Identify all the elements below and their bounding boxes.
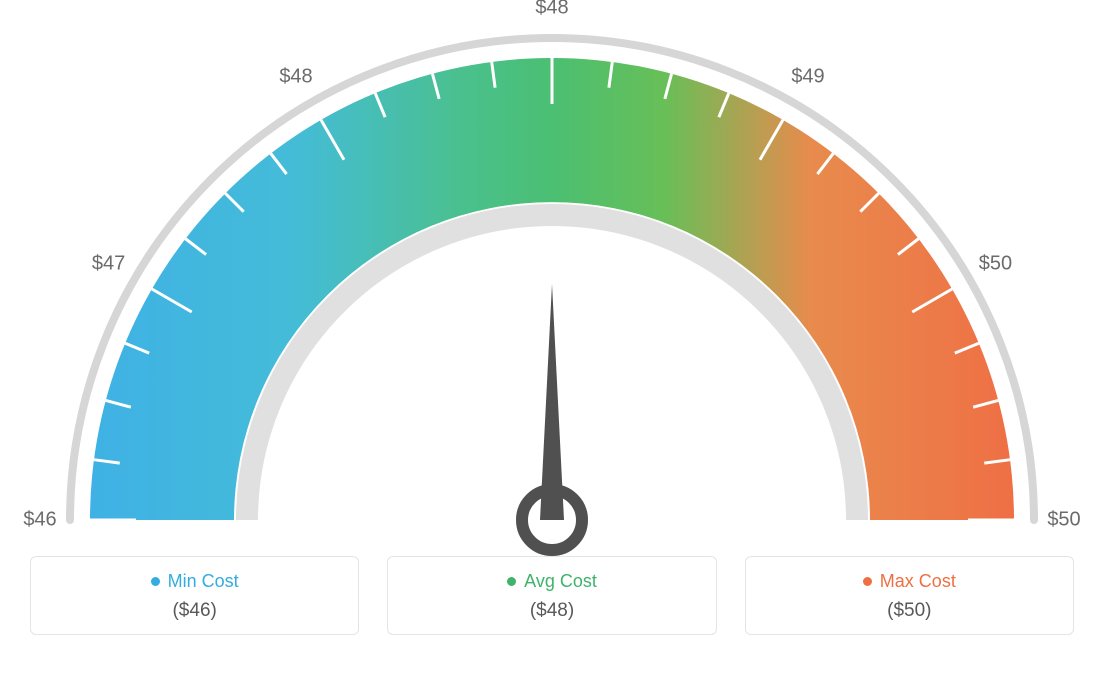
gauge-axis-label: $48 <box>279 65 312 88</box>
legend-dot-max <box>863 577 872 586</box>
legend-value-avg: ($48) <box>398 600 705 622</box>
legend-value-min: ($46) <box>41 600 348 622</box>
legend-title-avg: Avg Cost <box>507 571 597 592</box>
gauge-axis-label: $50 <box>1047 509 1080 532</box>
legend-card-min: Min Cost ($46) <box>30 556 359 635</box>
legend-label-min: Min Cost <box>168 571 239 592</box>
gauge-axis-label: $49 <box>791 65 824 88</box>
legend-dot-min <box>151 577 160 586</box>
legend-label-max: Max Cost <box>880 571 956 592</box>
gauge-axis-label: $50 <box>979 253 1012 276</box>
legend-title-max: Max Cost <box>863 571 956 592</box>
legend-label-avg: Avg Cost <box>524 571 597 592</box>
gauge-chart: $46 $47 $48 $48 $49 $50 $50 <box>0 0 1104 560</box>
legend-value-max: ($50) <box>756 600 1063 622</box>
legend-title-min: Min Cost <box>151 571 239 592</box>
gauge-axis-label: $47 <box>92 253 125 276</box>
legend-card-max: Max Cost ($50) <box>745 556 1074 635</box>
gauge-axis-label: $48 <box>535 0 568 20</box>
gauge-axis-label: $46 <box>23 509 56 532</box>
gauge-svg <box>0 0 1104 560</box>
legend-dot-avg <box>507 577 516 586</box>
legend-row: Min Cost ($46) Avg Cost ($48) Max Cost (… <box>0 556 1104 635</box>
legend-card-avg: Avg Cost ($48) <box>387 556 716 635</box>
